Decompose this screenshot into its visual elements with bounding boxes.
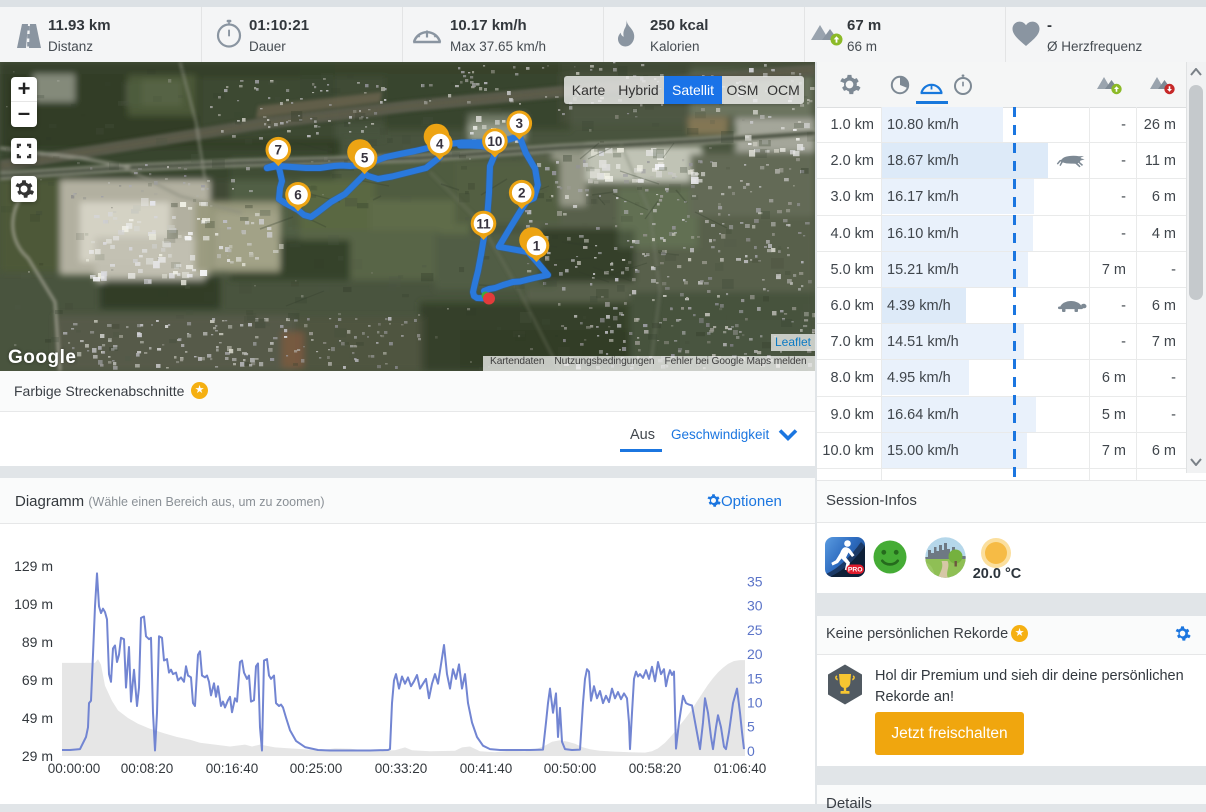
svg-text:00:33:20: 00:33:20 [375, 761, 428, 776]
svg-text:10: 10 [747, 695, 763, 711]
svg-text:49 m: 49 m [22, 710, 53, 726]
svg-text:15: 15 [747, 670, 763, 686]
svg-text:25: 25 [747, 622, 763, 638]
svg-text:30: 30 [747, 598, 763, 614]
svg-text:00:00:00: 00:00:00 [48, 761, 101, 776]
svg-text:01:06:40: 01:06:40 [714, 761, 767, 776]
svg-text:1: 1 [533, 238, 541, 253]
svg-text:35: 35 [747, 574, 763, 590]
svg-text:00:50:00: 00:50:00 [544, 761, 597, 776]
svg-text:4: 4 [436, 136, 444, 151]
svg-text:3: 3 [516, 116, 524, 131]
svg-text:11: 11 [476, 216, 491, 231]
svg-text:0: 0 [747, 743, 755, 759]
svg-text:89 m: 89 m [22, 634, 53, 650]
svg-text:7: 7 [275, 143, 283, 158]
svg-text:20: 20 [747, 646, 763, 662]
svg-text:5: 5 [361, 151, 369, 166]
svg-text:00:58:20: 00:58:20 [629, 761, 682, 776]
svg-text:10: 10 [487, 134, 502, 149]
svg-text:PRO: PRO [848, 567, 863, 574]
svg-text:2: 2 [518, 186, 526, 201]
svg-text:00:41:40: 00:41:40 [460, 761, 513, 776]
svg-text:6: 6 [294, 188, 302, 203]
svg-text:69 m: 69 m [22, 672, 53, 688]
svg-text:00:25:00: 00:25:00 [290, 761, 343, 776]
svg-text:29 m: 29 m [22, 748, 53, 764]
svg-text:00:16:40: 00:16:40 [206, 761, 259, 776]
svg-text:109 m: 109 m [14, 596, 53, 612]
svg-text:129 m: 129 m [14, 558, 53, 574]
svg-text:5: 5 [747, 719, 755, 735]
svg-text:00:08:20: 00:08:20 [121, 761, 174, 776]
